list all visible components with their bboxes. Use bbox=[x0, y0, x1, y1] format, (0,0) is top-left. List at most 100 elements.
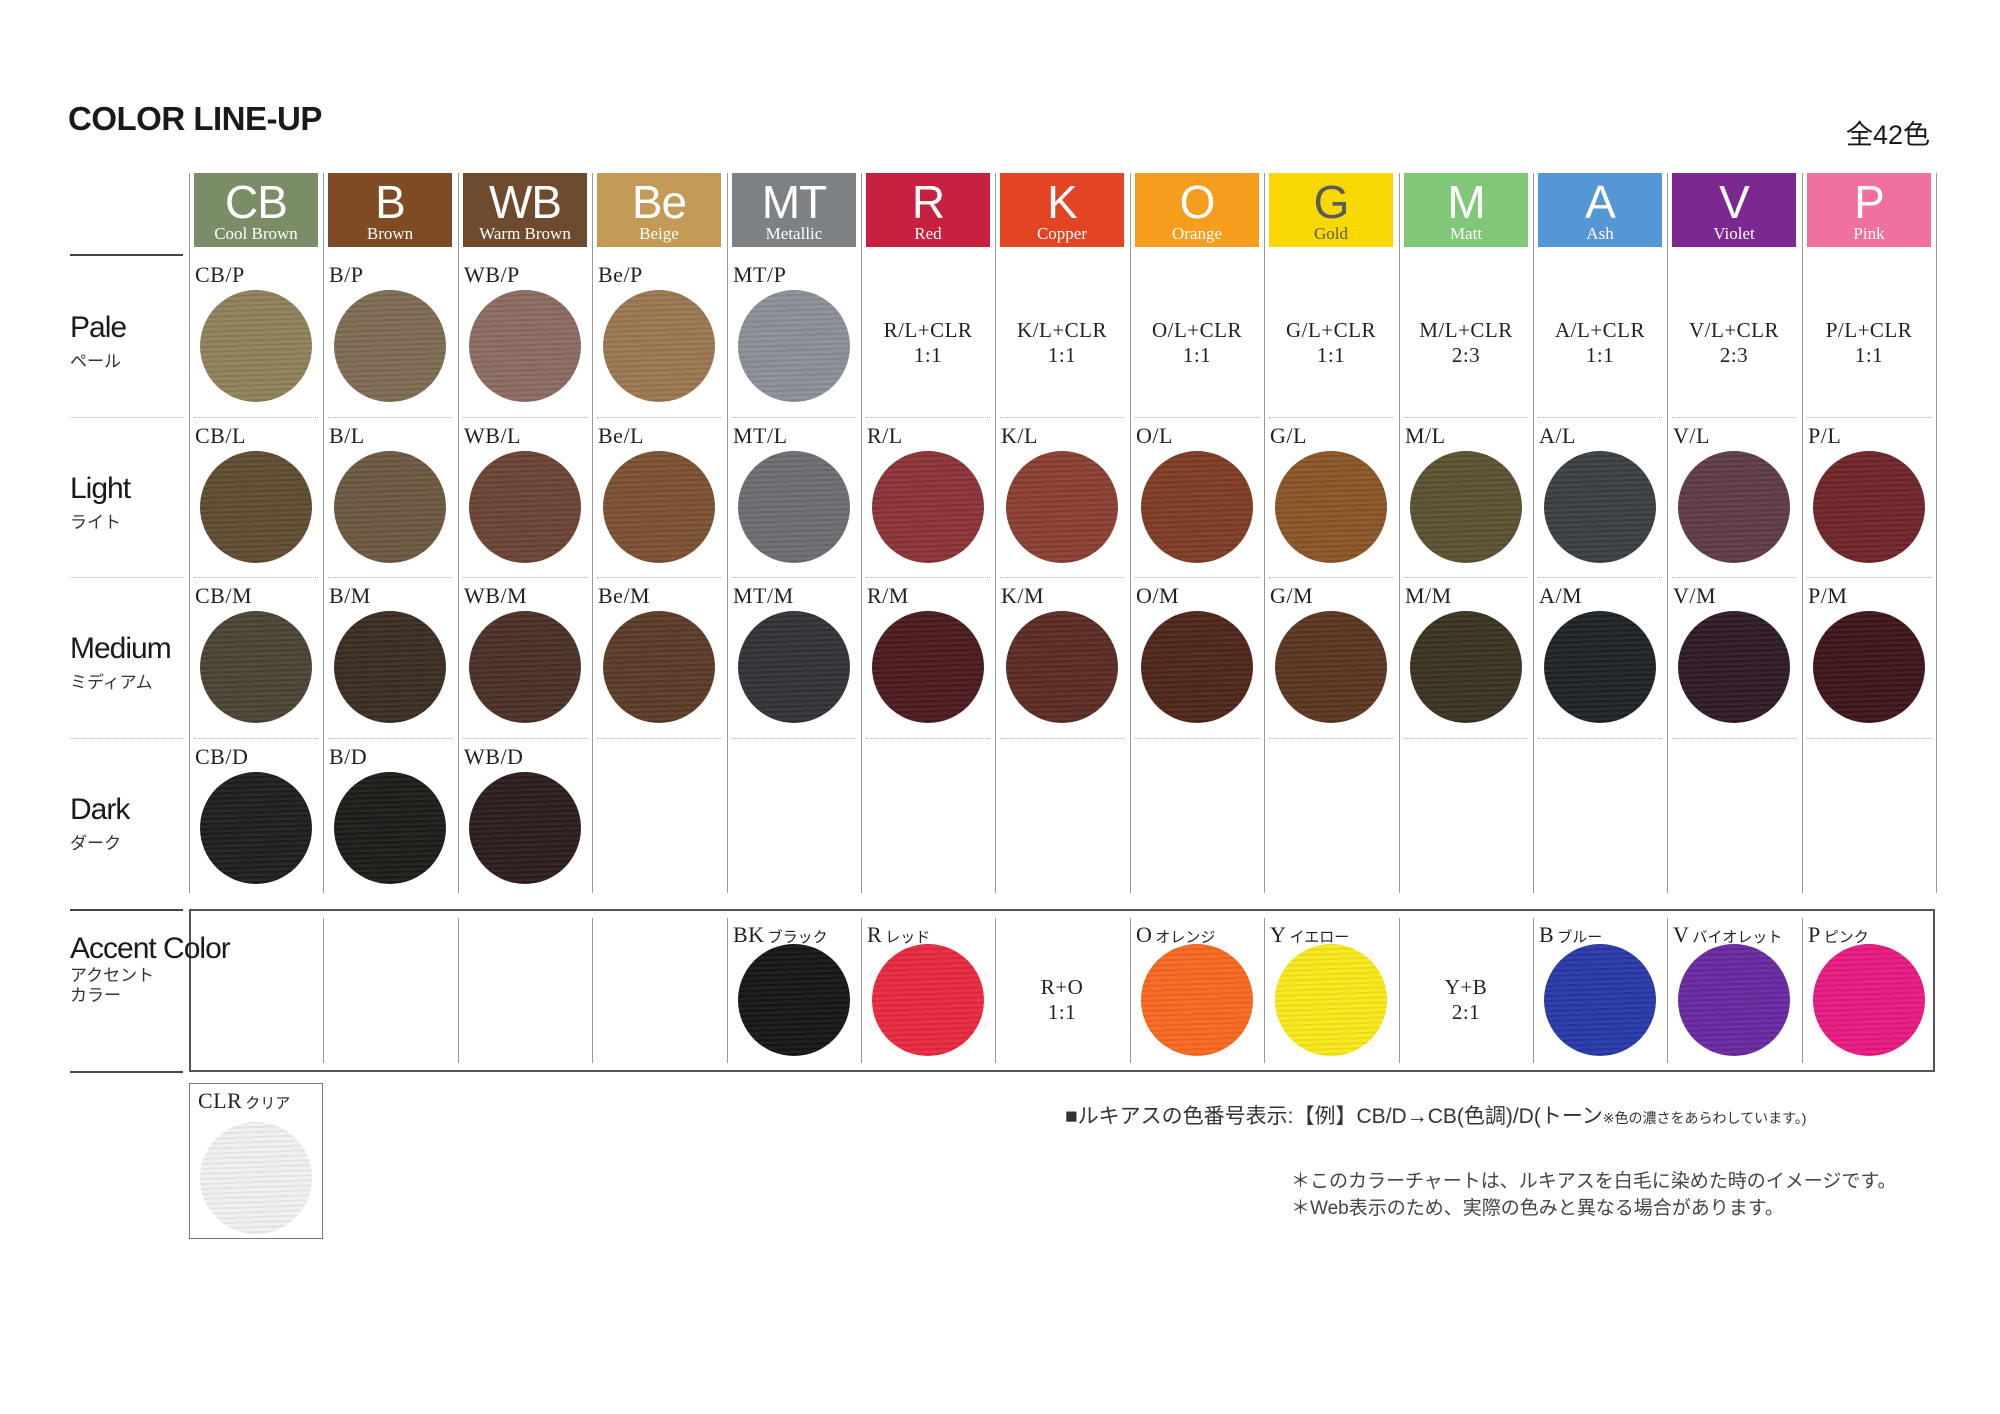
accent-jp: ピンク bbox=[1823, 928, 1869, 946]
swatch-be-p[interactable] bbox=[603, 290, 715, 402]
note-1: ＊このカラーチャートは、ルキアスを白毛に染めた時のイメージです。 bbox=[1291, 1171, 1897, 1192]
column-code: O bbox=[1179, 176, 1216, 228]
note-2: ＊Web表示のため、実際の色みと異なる場合があります。 bbox=[1291, 1198, 1784, 1219]
clear-box: CLR クリア bbox=[189, 1083, 323, 1239]
row-divider bbox=[866, 738, 990, 739]
column-header-p: P Pink bbox=[1807, 173, 1931, 247]
swatch-o-l[interactable] bbox=[1141, 451, 1253, 563]
accent-divider bbox=[1667, 918, 1668, 1063]
swatch-a-m[interactable] bbox=[1544, 611, 1656, 723]
swatch-mt-m[interactable] bbox=[738, 611, 850, 723]
swatch-m-l[interactable] bbox=[1410, 451, 1522, 563]
swatch-a-l[interactable] bbox=[1544, 451, 1656, 563]
column-code: R bbox=[911, 176, 945, 228]
swatch-label: M/M bbox=[1405, 583, 1452, 608]
swatch-label: B/L bbox=[329, 423, 365, 448]
accent-label: R レッド bbox=[867, 922, 930, 948]
accent-swatch-r[interactable] bbox=[872, 944, 984, 1056]
accent-jp: イエロー bbox=[1289, 928, 1350, 946]
swatch-cb-d[interactable] bbox=[200, 772, 312, 884]
swatch-label: R/M bbox=[867, 583, 909, 608]
swatch-b-p[interactable] bbox=[334, 290, 446, 402]
swatch-k-l[interactable] bbox=[1006, 451, 1118, 563]
swatch-g-m[interactable] bbox=[1275, 611, 1387, 723]
column-code: P bbox=[1854, 176, 1885, 228]
accent-swatch-b[interactable] bbox=[1544, 944, 1656, 1056]
swatch-b-l[interactable] bbox=[334, 451, 446, 563]
swatch-wb-d[interactable] bbox=[469, 772, 581, 884]
swatch-cb-p[interactable] bbox=[200, 290, 312, 402]
accent-label: B ブルー bbox=[1539, 922, 1602, 948]
swatch-cb-l[interactable] bbox=[200, 451, 312, 563]
swatch-k-m[interactable] bbox=[1006, 611, 1118, 723]
accent-jp: ブルー bbox=[1557, 928, 1603, 946]
row-divider bbox=[1807, 738, 1931, 739]
swatch-mt-p[interactable] bbox=[738, 290, 850, 402]
column-name: Gold bbox=[1314, 224, 1348, 243]
clear-code: CLR bbox=[198, 1088, 243, 1113]
swatch-wb-p[interactable] bbox=[469, 290, 581, 402]
swatch-m-m[interactable] bbox=[1410, 611, 1522, 723]
accent-swatch-v[interactable] bbox=[1678, 944, 1790, 1056]
swatch-r-l[interactable] bbox=[872, 451, 984, 563]
swatch-label: WB/L bbox=[464, 423, 521, 448]
swatch-p-l[interactable] bbox=[1813, 451, 1925, 563]
row-divider bbox=[1404, 417, 1528, 418]
swatch-v-l[interactable] bbox=[1678, 451, 1790, 563]
accent-divider bbox=[1264, 918, 1265, 1063]
column-header-o: O Orange bbox=[1135, 173, 1259, 247]
swatch-label: G/L bbox=[1270, 423, 1307, 448]
swatch-wb-l[interactable] bbox=[469, 451, 581, 563]
column-header-be: Be Beige bbox=[597, 173, 721, 247]
accent-label: BK ブラック bbox=[733, 922, 828, 948]
swatch-g-l[interactable] bbox=[1275, 451, 1387, 563]
accent-swatch-p[interactable] bbox=[1813, 944, 1925, 1056]
swatch-p-m[interactable] bbox=[1813, 611, 1925, 723]
swatch-be-l[interactable] bbox=[603, 451, 715, 563]
mix-recipe: P/L+CLR bbox=[1825, 318, 1913, 342]
row-divider bbox=[194, 577, 318, 578]
swatch-mt-l[interactable] bbox=[738, 451, 850, 563]
column-name: Cool Brown bbox=[214, 224, 298, 243]
swatch-label: WB/P bbox=[464, 262, 520, 287]
swatch-v-m[interactable] bbox=[1678, 611, 1790, 723]
mix-formula: K/L+CLR 1:1 bbox=[995, 318, 1129, 368]
column-code: M bbox=[1447, 176, 1485, 228]
column-code: A bbox=[1585, 176, 1616, 228]
mix-ratio: 2:3 bbox=[1451, 343, 1481, 367]
row-label-medium: Medium ミディアム bbox=[70, 634, 172, 693]
swatch-r-m[interactable] bbox=[872, 611, 984, 723]
column-header-k: K Copper bbox=[1000, 173, 1124, 247]
column-divider bbox=[1533, 173, 1534, 893]
mix-recipe: Y+B bbox=[1444, 975, 1488, 999]
swatch-cb-m[interactable] bbox=[200, 611, 312, 723]
swatch-o-m[interactable] bbox=[1141, 611, 1253, 723]
row-divider bbox=[463, 577, 587, 578]
accent-swatch-bk[interactable] bbox=[738, 944, 850, 1056]
column-name: Copper bbox=[1036, 224, 1088, 243]
swatch-b-m[interactable] bbox=[334, 611, 446, 723]
column-code: B bbox=[375, 176, 406, 228]
accent-code: P bbox=[1808, 922, 1821, 947]
swatch-label: CB/D bbox=[195, 744, 249, 769]
accent-divider bbox=[1130, 918, 1131, 1063]
swatch-label: CB/M bbox=[195, 583, 253, 608]
accent-divider bbox=[727, 918, 728, 1063]
mix-ratio: 2:1 bbox=[1451, 1000, 1481, 1024]
swatch-label: O/M bbox=[1136, 583, 1180, 608]
swatch-be-m[interactable] bbox=[603, 611, 715, 723]
accent-swatch-y[interactable] bbox=[1275, 944, 1387, 1056]
swatch-wb-m[interactable] bbox=[469, 611, 581, 723]
column-name: Metallic bbox=[765, 224, 823, 243]
swatch-b-d[interactable] bbox=[334, 772, 446, 884]
accent-swatch-o[interactable] bbox=[1141, 944, 1253, 1056]
mix-formula: O/L+CLR 1:1 bbox=[1130, 318, 1264, 368]
row-divider bbox=[732, 738, 856, 739]
mix-formula: G/L+CLR 1:1 bbox=[1264, 318, 1398, 368]
accent-label: O オレンジ bbox=[1136, 922, 1215, 948]
swatch-label: Be/P bbox=[598, 262, 643, 287]
row-divider bbox=[1135, 417, 1259, 418]
swatch-clr[interactable] bbox=[200, 1122, 312, 1234]
swatch-label: V/L bbox=[1673, 423, 1710, 448]
column-code: CB bbox=[225, 176, 288, 228]
